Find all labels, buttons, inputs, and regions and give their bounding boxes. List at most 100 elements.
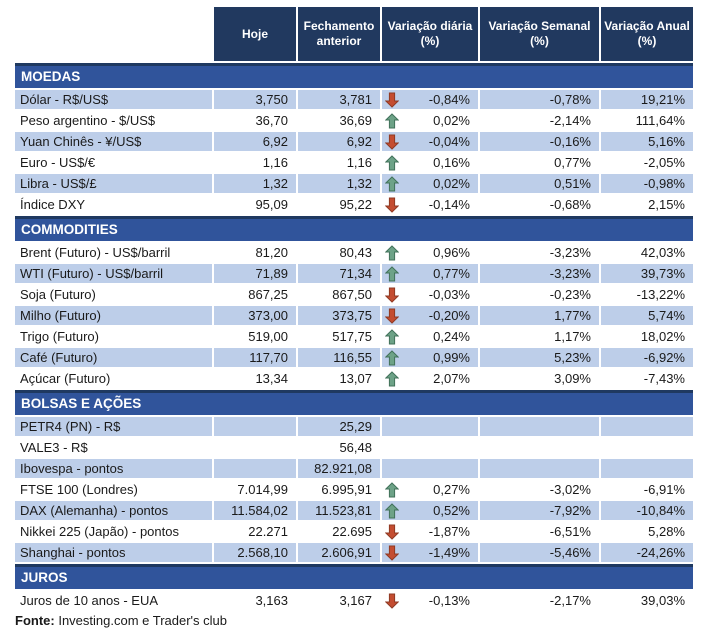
variacao-anual-value: 42,03% [599, 243, 693, 262]
variacao-diaria-cell: 0,77% [380, 264, 478, 283]
row-label: Euro - US$/€ [15, 153, 212, 172]
column-header-variacao-semanal: Variação Semanal (%) [478, 7, 599, 61]
hoje-value [212, 438, 296, 457]
variacao-anual-value: -6,92% [599, 348, 693, 367]
variacao-anual-value: -13,22% [599, 285, 693, 304]
row-label: Trigo (Futuro) [15, 327, 212, 346]
row-label: WTI (Futuro) - US$/barril [15, 264, 212, 283]
row-label: DAX (Alemanha) - pontos [15, 501, 212, 520]
variacao-diaria-value: 0,52% [433, 503, 470, 518]
down-arrow-icon [385, 197, 399, 213]
variacao-anual-value: -6,91% [599, 480, 693, 499]
source-note-label: Fonte: [15, 613, 55, 628]
up-arrow-icon [385, 265, 399, 282]
hoje-value: 36,70 [212, 111, 296, 130]
column-header-variacao-anual: Variação Anual (%) [599, 7, 693, 61]
variacao-anual-value: 39,03% [599, 591, 693, 610]
fechamento-value: 13,07 [296, 369, 380, 388]
row-label: Nikkei 225 (Japão) - pontos [15, 522, 212, 541]
up-arrow-icon [385, 349, 399, 366]
fechamento-value: 95,22 [296, 195, 380, 214]
section-header: COMMODITIES [15, 216, 693, 241]
variacao-diaria-cell: 0,52% [380, 501, 478, 520]
variacao-anual-value: -0,98% [599, 174, 693, 193]
variacao-anual-value: -10,84% [599, 501, 693, 520]
row-label: Brent (Futuro) - US$/barril [15, 243, 212, 262]
variacao-diaria-value: 0,77% [433, 266, 470, 281]
down-arrow-icon [385, 308, 399, 324]
table-row: FTSE 100 (Londres) 7.014,99 6.995,91 0,27% -… [15, 480, 693, 499]
table-row: PETR4 (PN) - R$ 25,29 [15, 417, 693, 436]
row-label: Café (Futuro) [15, 348, 212, 367]
table-row: Ibovespa - pontos 82.921,08 [15, 459, 693, 478]
variacao-diaria-cell: -0,84% [380, 90, 478, 109]
up-arrow-icon [385, 244, 399, 261]
fechamento-value: 22.695 [296, 522, 380, 541]
variacao-anual-value: -2,05% [599, 153, 693, 172]
no-arrow-spacer [385, 440, 399, 456]
down-arrow-icon [385, 92, 399, 108]
fechamento-value: 1,16 [296, 153, 380, 172]
hoje-value: 1,32 [212, 174, 296, 193]
hoje-value: 373,00 [212, 306, 296, 325]
fechamento-value: 80,43 [296, 243, 380, 262]
fechamento-value: 56,48 [296, 438, 380, 457]
table-row: Soja (Futuro) 867,25 867,50 -0,03% -0,23% -13… [15, 285, 693, 304]
variacao-semanal-value: -5,46% [478, 543, 599, 562]
variacao-anual-value: 5,74% [599, 306, 693, 325]
row-label: Ibovespa - pontos [15, 459, 212, 478]
variacao-semanal-value: -3,02% [478, 480, 599, 499]
variacao-diaria-value: 0,02% [433, 113, 470, 128]
variacao-semanal-value: -3,23% [478, 243, 599, 262]
row-label: Soja (Futuro) [15, 285, 212, 304]
source-note: Fonte: Investing.com e Trader's club [15, 613, 693, 629]
table-header-row: Hoje Fechamento anterior Variação diária… [15, 7, 693, 61]
variacao-diaria-cell: 0,02% [380, 111, 478, 130]
variacao-anual-value: 19,21% [599, 90, 693, 109]
no-arrow-spacer [385, 419, 399, 435]
hoje-value: 81,20 [212, 243, 296, 262]
variacao-semanal-value: -3,23% [478, 264, 599, 283]
table-row: Libra - US$/£ 1,32 1,32 0,02% 0,51% -0,98% [15, 174, 693, 193]
fechamento-value: 25,29 [296, 417, 380, 436]
variacao-diaria-value: -1,87% [428, 524, 470, 539]
table-row: Peso argentino - $/US$ 36,70 36,69 0,02% -2,… [15, 111, 693, 130]
variacao-diaria-cell: -0,03% [380, 285, 478, 304]
fechamento-value: 3,167 [296, 591, 380, 610]
fechamento-value: 517,75 [296, 327, 380, 346]
table-row: Brent (Futuro) - US$/barril 81,20 80,43 0,9… [15, 243, 693, 262]
variacao-semanal-value: -2,17% [478, 591, 599, 610]
fechamento-value: 116,55 [296, 348, 380, 367]
source-note-text: Investing.com e Trader's club [54, 613, 228, 628]
fechamento-value: 1,32 [296, 174, 380, 193]
up-arrow-icon [385, 481, 399, 498]
hoje-value: 867,25 [212, 285, 296, 304]
hoje-value: 2.568,10 [212, 543, 296, 562]
column-header-hoje: Hoje [212, 7, 296, 61]
table-row: Yuan Chinês - ¥/US$ 6,92 6,92 -0,04% -0,16% 5… [15, 132, 693, 151]
table-row: Café (Futuro) 117,70 116,55 0,99% 5,23% -6,92… [15, 348, 693, 367]
up-arrow-icon [385, 154, 399, 171]
fechamento-value: 11.523,81 [296, 501, 380, 520]
row-label: VALE3 - R$ [15, 438, 212, 457]
down-arrow-icon [385, 134, 399, 150]
variacao-diaria-cell: 0,96% [380, 243, 478, 262]
variacao-diaria-cell: -0,20% [380, 306, 478, 325]
row-label: Libra - US$/£ [15, 174, 212, 193]
column-header-fechamento: Fechamento anterior [296, 7, 380, 61]
variacao-diaria-cell: 0,24% [380, 327, 478, 346]
variacao-anual-value: -7,43% [599, 369, 693, 388]
table-row: Trigo (Futuro) 519,00 517,75 0,24% 1,17% 18,0… [15, 327, 693, 346]
variacao-diaria-cell: -1,49% [380, 543, 478, 562]
variacao-diaria-cell: -0,14% [380, 195, 478, 214]
variacao-diaria-cell: -1,87% [380, 522, 478, 541]
variacao-anual-value: 2,15% [599, 195, 693, 214]
hoje-value: 3,163 [212, 591, 296, 610]
variacao-anual-value [599, 459, 693, 478]
fechamento-value: 82.921,08 [296, 459, 380, 478]
table-row: DAX (Alemanha) - pontos 11.584,02 11.523,8… [15, 501, 693, 520]
hoje-value: 519,00 [212, 327, 296, 346]
fechamento-value: 6,92 [296, 132, 380, 151]
